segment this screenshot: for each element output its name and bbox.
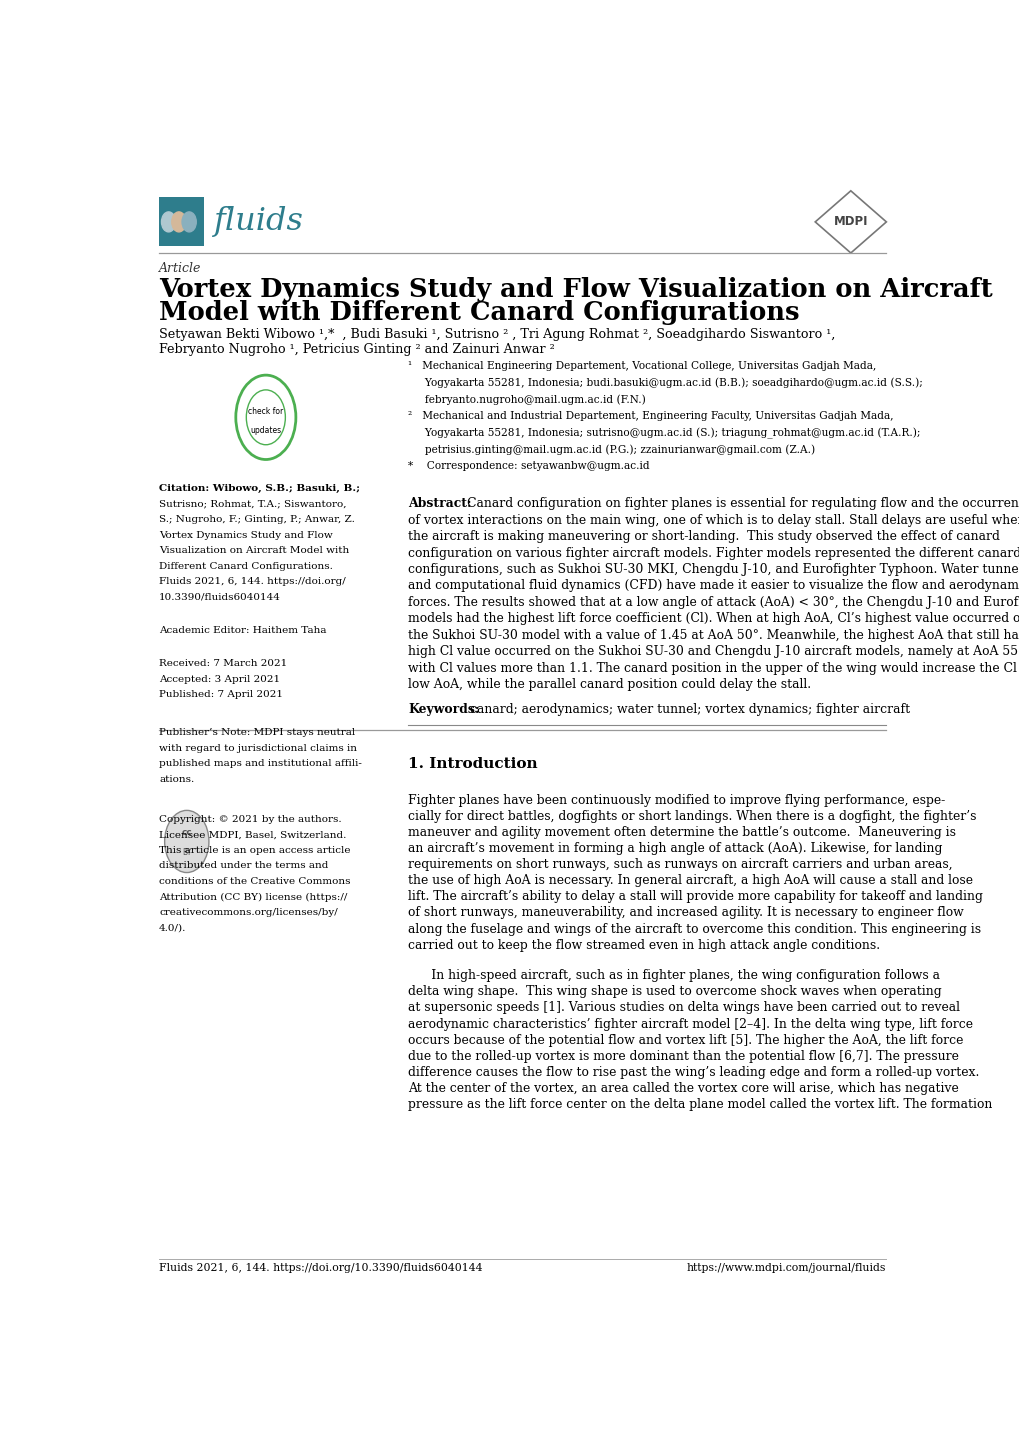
Text: with regard to jurisdictional claims in: with regard to jurisdictional claims in xyxy=(159,744,357,753)
Text: difference causes the flow to rise past the wing’s leading edge and form a rolle: difference causes the flow to rise past … xyxy=(408,1066,978,1079)
Text: Copyright: © 2021 by the authors.: Copyright: © 2021 by the authors. xyxy=(159,815,341,823)
Text: with Cl values more than 1.1. The canard position in the upper of the wing would: with Cl values more than 1.1. The canard… xyxy=(408,662,1019,675)
Text: MDPI: MDPI xyxy=(833,215,867,228)
Circle shape xyxy=(161,212,175,232)
Text: fluids: fluids xyxy=(214,206,304,238)
Text: updates: updates xyxy=(250,427,281,435)
Text: of vortex interactions on the main wing, one of which is to delay stall. Stall d: of vortex interactions on the main wing,… xyxy=(408,513,1019,526)
Text: Canard configuration on fighter planes is essential for regulating flow and the : Canard configuration on fighter planes i… xyxy=(466,497,1019,510)
Text: creativecommons.org/licenses/by/: creativecommons.org/licenses/by/ xyxy=(159,908,337,917)
Text: published maps and institutional affili-: published maps and institutional affili- xyxy=(159,760,362,769)
Text: Accepted: 3 April 2021: Accepted: 3 April 2021 xyxy=(159,675,280,684)
Text: In high-speed aircraft, such as in fighter planes, the wing configuration follow: In high-speed aircraft, such as in fight… xyxy=(408,969,940,982)
Text: occurs because of the potential flow and vortex lift [5]. The higher the AoA, th: occurs because of the potential flow and… xyxy=(408,1034,963,1047)
Text: petrisius.ginting@mail.ugm.ac.id (P.G.); zzainurianwar@gmail.com (Z.A.): petrisius.ginting@mail.ugm.ac.id (P.G.);… xyxy=(408,444,814,454)
Text: maneuver and agility movement often determine the battle’s outcome.  Maneuvering: maneuver and agility movement often dete… xyxy=(408,826,955,839)
Text: Fighter planes have been continuously modified to improve flying performance, es: Fighter planes have been continuously mo… xyxy=(408,793,945,806)
Text: conditions of the Creative Commons: conditions of the Creative Commons xyxy=(159,877,351,885)
Text: Different Canard Configurations.: Different Canard Configurations. xyxy=(159,561,332,571)
Text: BY: BY xyxy=(182,848,192,857)
Text: ¹   Mechanical Engineering Departement, Vocational College, Universitas Gadjah M: ¹ Mechanical Engineering Departement, Vo… xyxy=(408,360,875,371)
Text: low AoA, while the parallel canard position could delay the stall.: low AoA, while the parallel canard posit… xyxy=(408,678,810,691)
Text: Febryanto Nugroho ¹, Petricius Ginting ² and Zainuri Anwar ²: Febryanto Nugroho ¹, Petricius Ginting ²… xyxy=(159,343,554,356)
Text: Vortex Dynamics Study and Flow: Vortex Dynamics Study and Flow xyxy=(159,531,332,539)
Text: ations.: ations. xyxy=(159,774,195,784)
Text: along the fuselage and wings of the aircraft to overcome this condition. This en: along the fuselage and wings of the airc… xyxy=(408,923,980,936)
Text: ²   Mechanical and Industrial Departement, Engineering Faculty, Universitas Gadj: ² Mechanical and Industrial Departement,… xyxy=(408,411,893,421)
Text: *    Correspondence: setyawanbw@ugm.ac.id: * Correspondence: setyawanbw@ugm.ac.id xyxy=(408,460,649,470)
Text: and computational fluid dynamics (CFD) have made it easier to visualize the flow: and computational fluid dynamics (CFD) h… xyxy=(408,580,1019,593)
Text: Article: Article xyxy=(159,262,202,275)
Text: Abstract:: Abstract: xyxy=(408,497,471,510)
Text: configuration on various fighter aircraft models. Fighter models represented the: configuration on various fighter aircraf… xyxy=(408,547,1019,559)
Text: Attribution (CC BY) license (https://: Attribution (CC BY) license (https:// xyxy=(159,893,347,901)
Text: febryanto.nugroho@mail.ugm.ac.id (F.N.): febryanto.nugroho@mail.ugm.ac.id (F.N.) xyxy=(408,394,645,405)
Text: at supersonic speeds [1]. Various studies on delta wings have been carried out t: at supersonic speeds [1]. Various studie… xyxy=(408,1001,959,1014)
Text: lift. The aircraft’s ability to delay a stall will provide more capability for t: lift. The aircraft’s ability to delay a … xyxy=(408,890,982,903)
Text: Keywords:: Keywords: xyxy=(408,702,479,715)
Text: Visualization on Aircraft Model with: Visualization on Aircraft Model with xyxy=(159,547,350,555)
Circle shape xyxy=(171,212,185,232)
Text: Yogyakarta 55281, Indonesia; budi.basuki@ugm.ac.id (B.B.); soeadgihardo@ugm.ac.i: Yogyakarta 55281, Indonesia; budi.basuki… xyxy=(408,378,922,388)
Text: Published: 7 April 2021: Published: 7 April 2021 xyxy=(159,691,283,699)
Text: Setyawan Bekti Wibowo ¹,*  , Budi Basuki ¹, Sutrisno ² , Tri Agung Rohmat ², Soe: Setyawan Bekti Wibowo ¹,* , Budi Basuki … xyxy=(159,329,835,342)
Circle shape xyxy=(164,810,209,872)
Text: Academic Editor: Haithem Taha: Academic Editor: Haithem Taha xyxy=(159,626,326,634)
Text: cc: cc xyxy=(181,828,192,838)
Text: an aircraft’s movement in forming a high angle of attack (AoA). Likewise, for la: an aircraft’s movement in forming a high… xyxy=(408,842,942,855)
Text: Sutrisno; Rohmat, T.A.; Siswantoro,: Sutrisno; Rohmat, T.A.; Siswantoro, xyxy=(159,499,346,509)
Text: Model with Different Canard Configurations: Model with Different Canard Configuratio… xyxy=(159,300,799,324)
Text: 10.3390/fluids6040144: 10.3390/fluids6040144 xyxy=(159,593,280,601)
Text: models had the highest lift force coefficient (Cl). When at high AoA, Cl’s highe: models had the highest lift force coeffi… xyxy=(408,613,1019,626)
Text: This article is an open access article: This article is an open access article xyxy=(159,846,351,855)
Text: forces. The results showed that at a low angle of attack (AoA) < 30°, the Chengd: forces. The results showed that at a low… xyxy=(408,596,1019,609)
Text: 4.0/).: 4.0/). xyxy=(159,924,186,933)
Text: check for: check for xyxy=(248,407,283,417)
Text: of short runways, maneuverability, and increased agility. It is necessary to eng: of short runways, maneuverability, and i… xyxy=(408,907,963,920)
Text: canard; aerodynamics; water tunnel; vortex dynamics; fighter aircraft: canard; aerodynamics; water tunnel; vort… xyxy=(470,702,909,715)
Text: Vortex Dynamics Study and Flow Visualization on Aircraft: Vortex Dynamics Study and Flow Visualiza… xyxy=(159,277,991,303)
Text: Received: 7 March 2021: Received: 7 March 2021 xyxy=(159,659,287,669)
Text: 1. Introduction: 1. Introduction xyxy=(408,757,537,771)
Text: the Sukhoi SU-30 model with a value of 1.45 at AoA 50°. Meanwhile, the highest A: the Sukhoi SU-30 model with a value of 1… xyxy=(408,629,1019,642)
Text: high Cl value occurred on the Sukhoi SU-30 and Chengdu J-10 aircraft models, nam: high Cl value occurred on the Sukhoi SU-… xyxy=(408,645,1019,658)
Text: Licensee MDPI, Basel, Switzerland.: Licensee MDPI, Basel, Switzerland. xyxy=(159,831,346,839)
Text: Publisher’s Note: MDPI stays neutral: Publisher’s Note: MDPI stays neutral xyxy=(159,728,355,737)
Text: S.; Nugroho, F.; Ginting, P.; Anwar, Z.: S.; Nugroho, F.; Ginting, P.; Anwar, Z. xyxy=(159,515,355,523)
Text: Yogyakarta 55281, Indonesia; sutrisno@ugm.ac.id (S.); triagung_rohmat@ugm.ac.id : Yogyakarta 55281, Indonesia; sutrisno@ug… xyxy=(408,427,919,438)
Text: due to the rolled-up vortex is more dominant than the potential flow [6,7]. The : due to the rolled-up vortex is more domi… xyxy=(408,1050,958,1063)
Text: the use of high AoA is necessary. In general aircraft, a high AoA will cause a s: the use of high AoA is necessary. In gen… xyxy=(408,874,972,887)
Circle shape xyxy=(181,212,196,232)
Text: requirements on short runways, such as runways on aircraft carriers and urban ar: requirements on short runways, such as r… xyxy=(408,858,952,871)
Text: delta wing shape.  This wing shape is used to overcome shock waves when operatin: delta wing shape. This wing shape is use… xyxy=(408,985,941,998)
Text: Fluids 2021, 6, 144. https://doi.org/: Fluids 2021, 6, 144. https://doi.org/ xyxy=(159,577,345,587)
Text: carried out to keep the flow streamed even in high attack angle conditions.: carried out to keep the flow streamed ev… xyxy=(408,939,879,952)
Text: distributed under the terms and: distributed under the terms and xyxy=(159,861,328,871)
Text: https://www.mdpi.com/journal/fluids: https://www.mdpi.com/journal/fluids xyxy=(687,1263,886,1273)
Text: pressure as the lift force center on the delta plane model called the vortex lif: pressure as the lift force center on the… xyxy=(408,1097,991,1110)
Text: cially for direct battles, dogfights or short landings. When there is a dogfight: cially for direct battles, dogfights or … xyxy=(408,810,975,823)
Text: At the center of the vortex, an area called the vortex core will arise, which ha: At the center of the vortex, an area cal… xyxy=(408,1082,958,1094)
Text: configurations, such as Sukhoi SU-30 MKI, Chengdu J-10, and Eurofighter Typhoon.: configurations, such as Sukhoi SU-30 MKI… xyxy=(408,562,1019,575)
Text: aerodynamic characteristics’ fighter aircraft model [2–4]. In the delta wing typ: aerodynamic characteristics’ fighter air… xyxy=(408,1018,972,1031)
Text: Citation: Wibowo, S.B.; Basuki, B.;: Citation: Wibowo, S.B.; Basuki, B.; xyxy=(159,485,360,493)
Text: the aircraft is making maneuvering or short-landing.  This study observed the ef: the aircraft is making maneuvering or sh… xyxy=(408,531,999,544)
FancyBboxPatch shape xyxy=(159,198,204,247)
Text: Fluids 2021, 6, 144. https://doi.org/10.3390/fluids6040144: Fluids 2021, 6, 144. https://doi.org/10.… xyxy=(159,1263,482,1273)
